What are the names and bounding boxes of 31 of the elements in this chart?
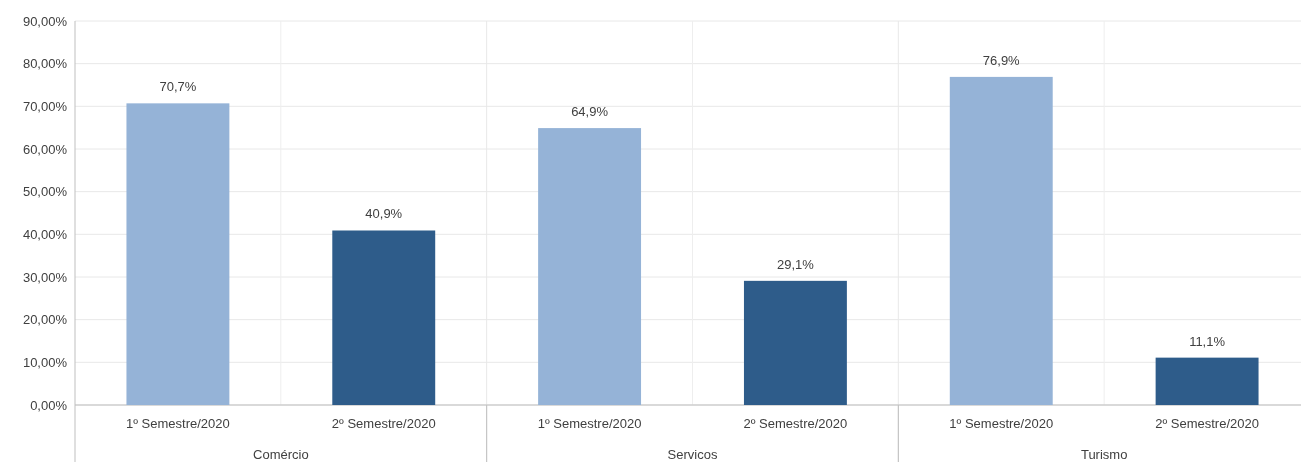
bar	[949, 76, 1053, 405]
bar	[126, 103, 230, 405]
data-label: 64,9%	[571, 104, 609, 120]
text: 2º Semestre/2020	[331, 416, 436, 431]
x-tick-label: Comércio	[253, 447, 309, 462]
data-label: 76,9%	[982, 52, 1021, 68]
text: 1º Semestre/2020	[126, 416, 230, 431]
y-tick-label: 20,00%	[22, 312, 68, 328]
y-tick-label: 0,00%	[30, 397, 68, 413]
x-tick-label: Servicos	[667, 447, 718, 462]
data-label: 40,9%	[365, 206, 403, 222]
x-tick-label: Turismo	[1080, 447, 1128, 462]
data-label: 29,1%	[776, 256, 815, 272]
y-tick-label: 80,00%	[22, 56, 68, 72]
y-tick-label: 40,00%	[22, 226, 68, 242]
y-tick-label: 50,00%	[22, 184, 68, 200]
text: 1º Semestre/2020	[537, 416, 642, 431]
text: 2º Semestre/2020	[743, 416, 848, 431]
y-tick-label: 70,00%	[22, 98, 68, 114]
data-label: 11,1%	[1189, 333, 1226, 349]
data-label: 70,7%	[159, 79, 197, 95]
bar	[332, 230, 436, 405]
series-label: 1º Semestre/2020	[949, 416, 1054, 431]
y-tick-label: 60,00%	[22, 141, 68, 157]
bar	[538, 128, 642, 405]
bar	[743, 280, 847, 405]
y-tick-label: 10,00%	[22, 354, 68, 370]
y-tick-label: 90,00%	[22, 13, 68, 29]
series-label: 2º Semestre/2020	[1155, 416, 1259, 431]
bar	[1155, 357, 1259, 405]
y-tick-label: 30,00%	[22, 269, 68, 285]
